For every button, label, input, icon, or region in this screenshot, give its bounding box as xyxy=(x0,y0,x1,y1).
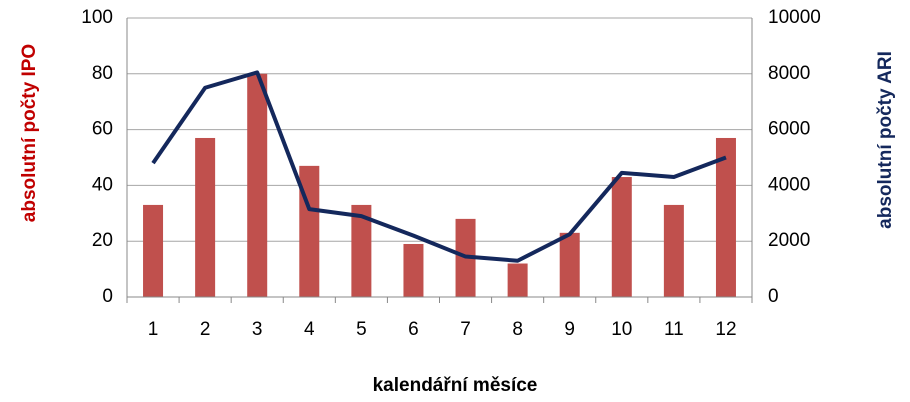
bar xyxy=(351,204,372,297)
bar xyxy=(507,263,528,297)
y-tick-label: 100 xyxy=(81,7,113,28)
y2-tick-label: 8000 xyxy=(768,63,810,84)
x-tick-label: 6 xyxy=(408,319,419,340)
y2-tick-label: 0 xyxy=(768,286,779,307)
bar xyxy=(663,204,684,297)
x-tick-label: 4 xyxy=(304,319,315,340)
x-tick-label: 8 xyxy=(512,319,523,340)
x-tick-label: 3 xyxy=(252,319,263,340)
y-tick-label: 20 xyxy=(92,230,113,251)
bar xyxy=(715,137,736,297)
x-tick-label: 10 xyxy=(611,319,632,340)
x-tick-label: 11 xyxy=(664,319,684,340)
x-tick-label: 7 xyxy=(460,319,471,340)
y2-tick-label: 4000 xyxy=(768,174,810,195)
x-tick-label: 12 xyxy=(715,319,736,340)
x-tick-label: 9 xyxy=(564,319,575,340)
bar xyxy=(195,137,216,297)
bar xyxy=(143,204,164,297)
line xyxy=(151,70,727,263)
bar xyxy=(403,243,424,297)
x-tick-label: 2 xyxy=(200,319,211,340)
y-tick-label: 0 xyxy=(102,286,113,307)
y2-tick-label: 6000 xyxy=(768,119,810,140)
y-tick-label: 40 xyxy=(92,174,113,195)
y2-tick-label: 2000 xyxy=(768,230,810,251)
y2-axis-title: absolutní počty ARI xyxy=(875,51,896,229)
y-axis-title: absolutní počty IPO xyxy=(19,44,40,222)
bar xyxy=(247,73,268,297)
bar xyxy=(559,232,580,297)
x-tick-label: 5 xyxy=(356,319,367,340)
x-tick-label: 1 xyxy=(148,319,159,340)
x-axis-title: kalendářní měsíce xyxy=(373,375,538,396)
y-tick-label: 80 xyxy=(92,63,113,84)
y2-tick-label: 10000 xyxy=(768,7,821,28)
y-tick-label: 60 xyxy=(92,119,113,140)
bar xyxy=(611,177,632,297)
